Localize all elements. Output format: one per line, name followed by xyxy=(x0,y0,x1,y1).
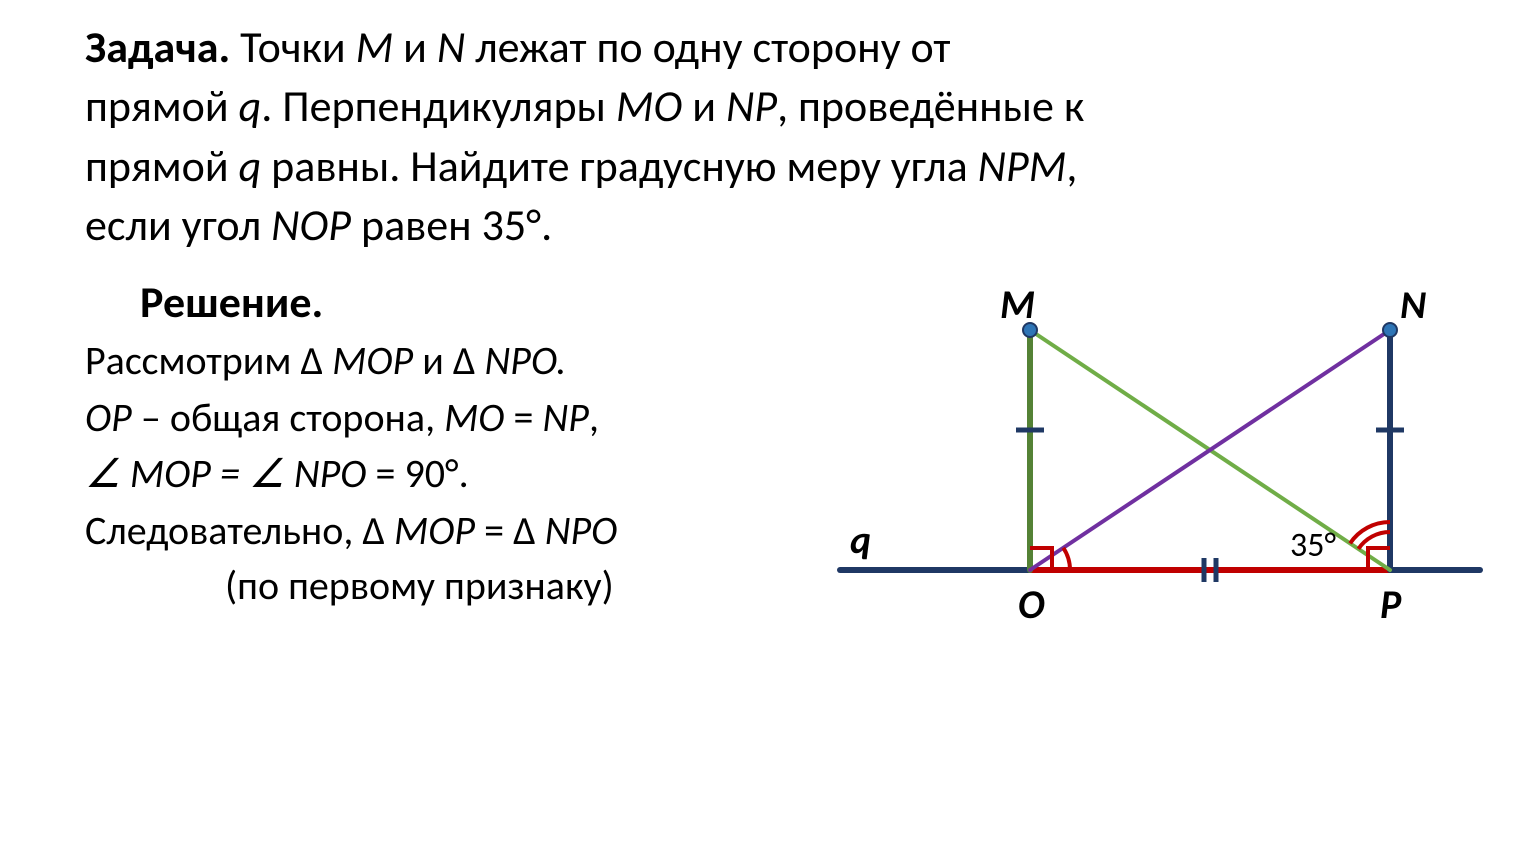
solution-line-3: ∠ МОР = ∠ NРО = 90°. xyxy=(85,448,469,500)
label-angle-35: 35° xyxy=(1290,525,1336,566)
solution-line-1: Рассмотрим ∆ МОР и ∆ NРО. xyxy=(85,335,566,387)
label-M: М xyxy=(1000,280,1035,329)
problem-text: Задача. Точки М и N лежат по одну сторон… xyxy=(85,18,1445,256)
solution-line-5: (по первому признаку) xyxy=(225,560,614,612)
solution-title: Решение. xyxy=(140,275,323,329)
page: Задача. Точки М и N лежат по одну сторон… xyxy=(0,0,1540,864)
geometry-diagram: М N О Р q 35° xyxy=(800,280,1500,660)
solution-line-2: ОР – общая сторона, МО = NР, xyxy=(85,392,599,444)
label-N: N xyxy=(1400,280,1426,329)
solution-line-4: Следовательно, ∆ МОР = ∆ NРО xyxy=(85,505,617,557)
problem-label: Задача. xyxy=(85,20,230,74)
label-P: Р xyxy=(1380,580,1401,629)
label-O: О xyxy=(1018,580,1045,629)
label-q: q xyxy=(850,515,871,564)
